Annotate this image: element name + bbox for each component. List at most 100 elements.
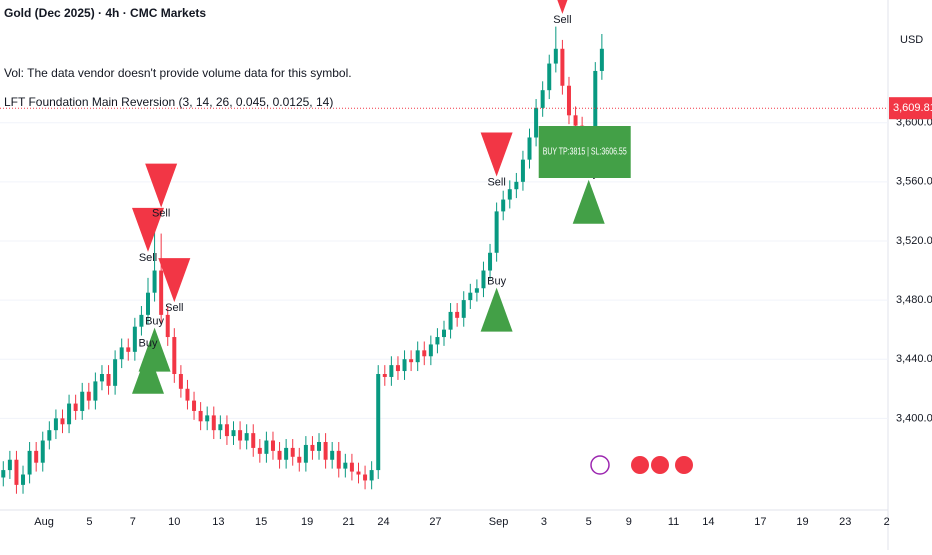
y-tick-label: 3,600.00 bbox=[896, 117, 932, 129]
indicator-label: LFT Foundation Main Reversion (3, 14, 26… bbox=[4, 95, 333, 109]
x-tick-label: 10 bbox=[168, 516, 180, 528]
candle-body bbox=[7, 459, 12, 471]
candle-body bbox=[343, 462, 348, 469]
candle-body bbox=[73, 403, 78, 411]
candle-body bbox=[119, 347, 124, 360]
candle-body bbox=[409, 359, 414, 363]
candle-body bbox=[60, 418, 65, 425]
trade-box bbox=[538, 126, 631, 178]
candle-body bbox=[198, 410, 203, 422]
signal-label: Buy bbox=[145, 315, 164, 327]
x-tick-label: 5 bbox=[586, 516, 592, 528]
sell-marker bbox=[132, 207, 164, 252]
candle-body bbox=[297, 456, 302, 463]
candle-body bbox=[330, 450, 335, 460]
candle-body bbox=[474, 288, 479, 293]
candle-body bbox=[146, 292, 150, 315]
candle-body bbox=[422, 350, 427, 357]
trade-box-text: BUY TP:3815 | SL:3606.55 bbox=[543, 147, 627, 158]
candle-body bbox=[172, 337, 177, 374]
candle-body bbox=[461, 300, 466, 318]
x-tick-label: 19 bbox=[301, 516, 313, 528]
currency[interactable]: USD bbox=[900, 34, 923, 46]
candle-body bbox=[106, 374, 111, 386]
signal-label: Sell bbox=[553, 14, 571, 26]
buy-marker bbox=[138, 327, 171, 372]
sell-marker bbox=[158, 258, 191, 303]
x-tick-label: 17 bbox=[754, 516, 766, 528]
candle-body bbox=[599, 48, 604, 71]
candle-body bbox=[113, 359, 118, 386]
candle-body bbox=[376, 374, 381, 471]
candle-body bbox=[21, 474, 26, 485]
candle-body bbox=[428, 344, 433, 357]
candle-body bbox=[501, 199, 506, 212]
x-tick-label: 13 bbox=[212, 516, 224, 528]
candle-body bbox=[86, 391, 91, 401]
x-tick-label: 9 bbox=[626, 516, 632, 528]
symbol-title: Gold (Dec 2025) · 4h · CMC Markets bbox=[4, 6, 206, 20]
candle-body bbox=[93, 381, 98, 401]
candle-body bbox=[455, 311, 460, 318]
candle-body bbox=[468, 292, 473, 301]
candle-body bbox=[218, 424, 223, 431]
candle-body bbox=[34, 450, 39, 463]
plot bbox=[0, 0, 888, 494]
x-tick-label: 3 bbox=[541, 516, 547, 528]
buy-marker bbox=[480, 287, 513, 332]
candle-body bbox=[593, 70, 598, 145]
candle-body bbox=[126, 347, 131, 352]
sell-marker bbox=[145, 163, 178, 208]
candle-body bbox=[284, 447, 289, 460]
signal-label: Buy bbox=[139, 338, 158, 350]
candle-body bbox=[47, 430, 52, 441]
candle-body bbox=[178, 374, 183, 389]
candle-body bbox=[527, 137, 532, 160]
candle-body bbox=[363, 474, 368, 481]
candle-body bbox=[481, 270, 486, 289]
signal-label: Sell bbox=[487, 176, 505, 188]
candle-body bbox=[323, 442, 328, 460]
candle-body bbox=[349, 462, 354, 472]
y-tick-label: 3,560.00 bbox=[896, 176, 932, 188]
event-icons bbox=[590, 455, 693, 475]
candle-body bbox=[211, 415, 216, 431]
candle-body bbox=[27, 450, 32, 475]
candle-body bbox=[270, 440, 275, 451]
candle-body bbox=[152, 270, 157, 293]
y-tick-label: 3,400.00 bbox=[896, 412, 932, 424]
candle-body bbox=[290, 447, 295, 457]
candle-body bbox=[40, 440, 45, 463]
signal-label: Sell bbox=[165, 302, 183, 314]
x-tick-label: 24 bbox=[377, 516, 389, 528]
x-tick-label: 27 bbox=[429, 516, 441, 528]
candle-body bbox=[277, 450, 282, 460]
candle-body bbox=[547, 63, 552, 91]
candle-body bbox=[389, 365, 394, 377]
x-tick-label: Sep bbox=[489, 516, 509, 528]
candle-body bbox=[507, 189, 512, 200]
candle-body bbox=[566, 85, 571, 116]
candle-body bbox=[80, 391, 85, 411]
candle-body bbox=[53, 418, 58, 431]
candle-body bbox=[257, 447, 262, 454]
sell-marker bbox=[557, 0, 568, 14]
candle-body bbox=[520, 159, 525, 182]
candle-body bbox=[435, 337, 440, 345]
candle-body bbox=[67, 403, 72, 425]
candle-body bbox=[244, 433, 249, 441]
candle-body bbox=[402, 359, 407, 372]
candle-body bbox=[231, 430, 236, 437]
candle-body bbox=[139, 314, 144, 327]
candle-body bbox=[488, 252, 493, 271]
candle-body bbox=[264, 440, 269, 454]
x-tick-label: 23 bbox=[839, 516, 851, 528]
x-tick-label: 21 bbox=[342, 516, 354, 528]
candle-body bbox=[251, 433, 256, 448]
x-tick-label: 15 bbox=[255, 516, 267, 528]
candle-body bbox=[238, 430, 243, 441]
candle-body bbox=[560, 48, 565, 86]
candle-body bbox=[573, 115, 578, 126]
candle-body bbox=[310, 444, 315, 451]
candle-body bbox=[514, 181, 519, 190]
